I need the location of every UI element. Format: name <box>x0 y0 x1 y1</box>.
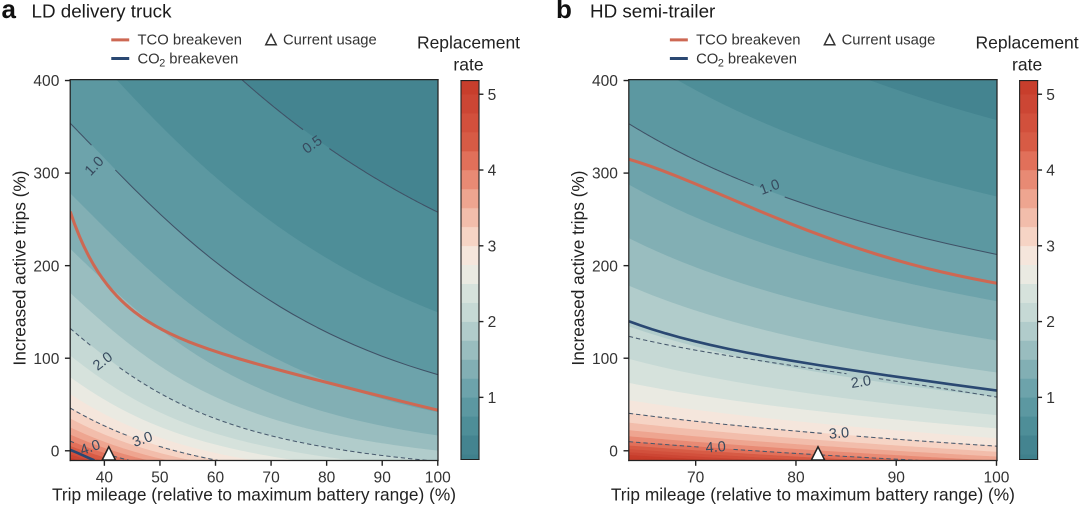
svg-text:2: 2 <box>1046 314 1055 331</box>
svg-text:Increased active trips (%): Increased active trips (%) <box>9 170 29 365</box>
svg-text:2.0: 2.0 <box>850 373 872 392</box>
svg-text:2: 2 <box>488 314 497 331</box>
svg-text:40: 40 <box>96 470 114 487</box>
svg-text:200: 200 <box>592 258 618 275</box>
svg-text:100: 100 <box>984 470 1010 487</box>
svg-text:4: 4 <box>1046 163 1055 180</box>
svg-text:Trip mileage (relative to maxi: Trip mileage (relative to maximum batter… <box>611 484 1015 504</box>
svg-text:2: 2 <box>159 57 165 69</box>
svg-text:0: 0 <box>609 443 618 460</box>
svg-text:60: 60 <box>207 470 225 487</box>
svg-text:3.0: 3.0 <box>130 429 154 451</box>
svg-text:0: 0 <box>51 443 60 460</box>
svg-text:300: 300 <box>592 166 618 183</box>
svg-text:400: 400 <box>33 73 59 90</box>
svg-text:90: 90 <box>374 470 392 487</box>
svg-text:a: a <box>2 0 17 24</box>
svg-text:100: 100 <box>425 470 451 487</box>
svg-text:CO: CO <box>696 51 718 67</box>
svg-text:Trip mileage (relative to maxi: Trip mileage (relative to maximum batter… <box>52 484 456 504</box>
svg-text:breakeven: breakeven <box>169 51 238 67</box>
svg-text:5: 5 <box>1046 87 1055 104</box>
svg-text:breakeven: breakeven <box>728 51 797 67</box>
svg-text:CO: CO <box>138 51 160 67</box>
svg-text:200: 200 <box>33 258 59 275</box>
svg-text:300: 300 <box>33 166 59 183</box>
svg-text:50: 50 <box>151 470 169 487</box>
svg-text:80: 80 <box>318 470 336 487</box>
svg-text:70: 70 <box>687 470 705 487</box>
svg-text:2: 2 <box>718 57 724 69</box>
svg-text:4.0: 4.0 <box>705 439 726 456</box>
svg-text:1: 1 <box>1046 390 1055 407</box>
svg-text:3: 3 <box>1046 238 1055 255</box>
svg-text:100: 100 <box>33 351 59 368</box>
svg-text:1.0: 1.0 <box>758 177 783 199</box>
svg-text:1: 1 <box>488 390 497 407</box>
svg-text:TCO breakeven: TCO breakeven <box>696 32 800 48</box>
svg-text:3.0: 3.0 <box>828 425 849 443</box>
svg-text:5: 5 <box>488 87 497 104</box>
svg-text:70: 70 <box>262 470 280 487</box>
svg-text:rate: rate <box>453 55 483 75</box>
svg-text:400: 400 <box>592 73 618 90</box>
svg-text:Replacement: Replacement <box>417 33 520 53</box>
svg-text:Increased active trips (%): Increased active trips (%) <box>568 170 588 365</box>
svg-text:HD semi-trailer: HD semi-trailer <box>590 0 715 21</box>
svg-text:80: 80 <box>787 470 805 487</box>
svg-text:Replacement: Replacement <box>976 33 1079 53</box>
svg-text:Current usage: Current usage <box>283 32 377 48</box>
svg-text:90: 90 <box>888 470 906 487</box>
svg-text:LD delivery truck: LD delivery truck <box>32 0 173 21</box>
svg-text:Current usage: Current usage <box>842 32 936 48</box>
svg-text:TCO breakeven: TCO breakeven <box>138 32 242 48</box>
svg-text:3: 3 <box>488 238 497 255</box>
svg-text:rate: rate <box>1012 55 1042 75</box>
svg-text:4.0: 4.0 <box>78 437 102 459</box>
svg-text:100: 100 <box>592 351 618 368</box>
svg-text:4: 4 <box>488 163 497 180</box>
svg-text:b: b <box>556 0 572 24</box>
